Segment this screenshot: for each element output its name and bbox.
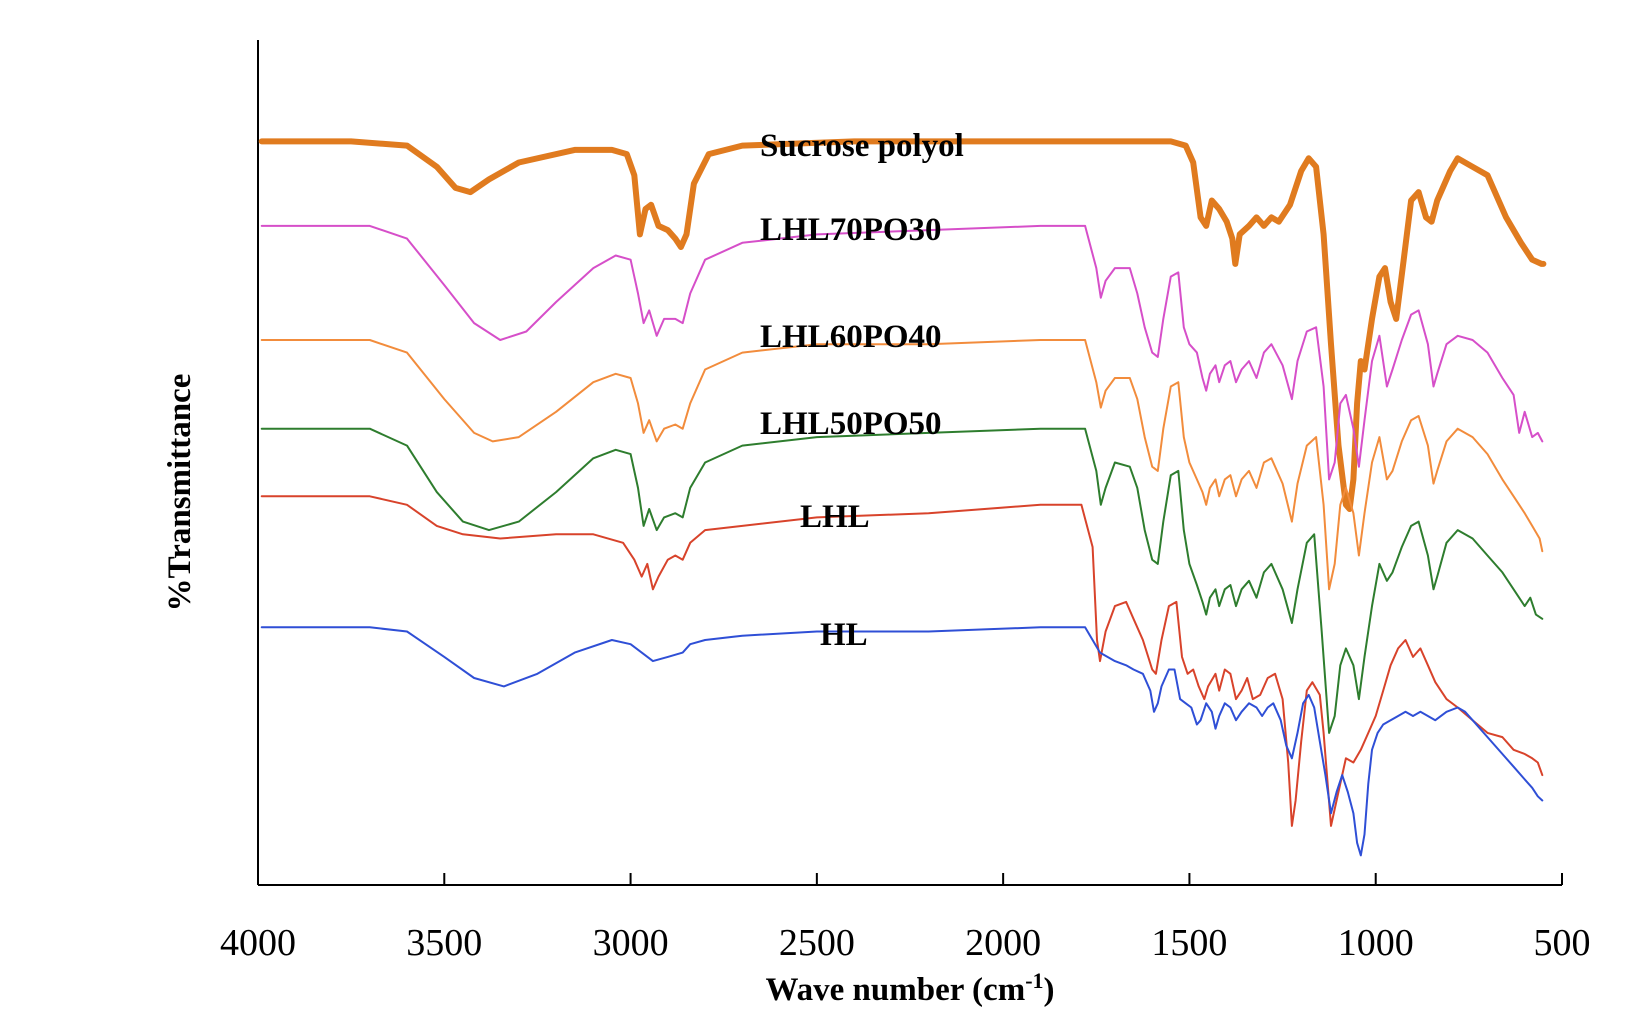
series-line-2 <box>260 339 1544 591</box>
series-label-4: LHL <box>800 499 870 535</box>
x-tick-label: 4000 <box>220 922 296 964</box>
series-line-0 <box>258 138 1547 512</box>
series-labels: Sucrose polyol LHL70PO30 LHL60PO40 LHL50PO5… <box>760 128 964 653</box>
series-label-0: Sucrose polyol <box>760 128 964 164</box>
series-group <box>258 138 1547 857</box>
x-axis-title: Wave number (cm-1) <box>765 968 1054 1008</box>
x-tick-label: 2500 <box>779 922 855 964</box>
y-axis-title: %Transmittance <box>162 374 198 612</box>
series-line-3 <box>260 427 1544 734</box>
x-tick-label: 2000 <box>965 922 1041 964</box>
x-tick-label: 3500 <box>406 922 482 964</box>
x-axis-title-main: Wave number (cm <box>765 972 1025 1008</box>
series-label-1: LHL70PO30 <box>760 212 942 248</box>
series-label-2: LHL60PO40 <box>760 319 942 355</box>
x-axis-title-superscript: -1 <box>1025 968 1043 993</box>
series-label-5: HL <box>820 617 868 653</box>
x-tick-label: 3000 <box>593 922 669 964</box>
x-tick-label: 1500 <box>1151 922 1227 964</box>
x-tick-label: 1000 <box>1338 922 1414 964</box>
axes: 4000 3500 3000 2500 2000 1500 1000 500 <box>220 40 1591 964</box>
series-line-1 <box>260 224 1544 481</box>
x-tick-label: 500 <box>1534 922 1591 964</box>
x-axis-title-close: ) <box>1044 972 1055 1008</box>
series-label-3: LHL50PO50 <box>760 406 942 442</box>
series-line-5 <box>260 626 1544 857</box>
series-line-4 <box>260 495 1544 827</box>
